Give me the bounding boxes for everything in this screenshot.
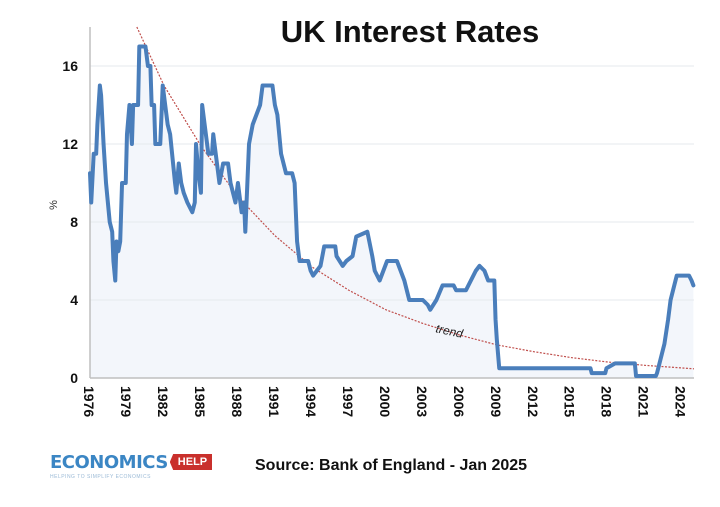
x-tick-label: 2009 xyxy=(488,386,504,417)
x-tick-label: 1985 xyxy=(192,386,208,417)
interest-rate-line xyxy=(88,44,696,379)
chart-title: UK Interest Rates xyxy=(280,14,540,49)
source-note: Source: Bank of England - Jan 2025 xyxy=(255,457,528,474)
x-tick-label: 2018 xyxy=(599,386,615,417)
x-tick-label: 2024 xyxy=(673,386,689,417)
trend-line xyxy=(136,26,695,370)
y-axis-label: % xyxy=(48,200,60,210)
x-tick-label: 2003 xyxy=(414,386,430,417)
y-tick-label: 16 xyxy=(62,58,78,74)
x-tick-label: 1982 xyxy=(155,386,171,417)
x-tick-label: 1976 xyxy=(81,386,97,417)
logo-text: ECONOMICS xyxy=(50,452,168,473)
trend-label: trend xyxy=(435,321,465,340)
y-tick-label: 0 xyxy=(70,370,78,386)
x-tick-label: 1997 xyxy=(340,386,356,417)
x-tick-label: 1988 xyxy=(229,386,245,417)
x-tick-label: 2000 xyxy=(377,386,393,417)
economics-help-logo: ECONOMICS HELP HELPING TO SIMPLIFY ECONOM… xyxy=(50,452,213,480)
x-tick-label: 2012 xyxy=(525,386,541,417)
y-tick-label: 12 xyxy=(62,136,78,152)
logo-tagline: HELPING TO SIMPLIFY ECONOMICS xyxy=(50,474,151,480)
x-tick-label: 1991 xyxy=(266,386,282,417)
x-tick-label: 1994 xyxy=(303,386,319,417)
x-tick-label: 2006 xyxy=(451,386,467,417)
area-fill xyxy=(90,46,694,378)
x-tick-label: 2015 xyxy=(562,386,578,417)
x-tick-label: 2021 xyxy=(636,386,652,417)
y-tick-label: 4 xyxy=(70,292,78,308)
y-tick-label: 8 xyxy=(70,214,78,230)
x-tick-label: 1979 xyxy=(118,386,134,417)
logo-badge: HELP xyxy=(169,454,213,470)
